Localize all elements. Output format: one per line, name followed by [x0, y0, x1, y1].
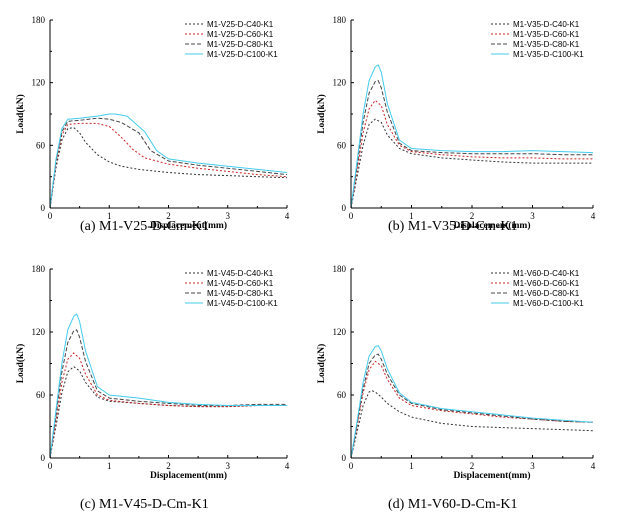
y-tick-label: 180: [333, 15, 347, 25]
x-tick-label: 1: [409, 461, 414, 471]
legend-label: M1-V45-D-C100-K1: [207, 299, 278, 308]
x-tick-label: 0: [48, 211, 53, 221]
series-line-2: [350, 360, 594, 459]
x-tick-label: 0: [349, 211, 354, 221]
y-tick-label: 120: [32, 78, 46, 88]
x-tick-label: 4: [285, 461, 290, 471]
legend-label: M1-V60-D-C100-K1: [513, 299, 584, 308]
y-tick-label: 0: [41, 453, 46, 463]
chart-panel-3: 0 1 2 3 4 0 60 120 180 Displacement(mm) Load(kN) M1…: [15, 264, 290, 512]
series-line-2: [49, 122, 288, 209]
series-line-1: [49, 127, 288, 209]
series-line-1: [49, 365, 287, 459]
y-tick-label: 60: [337, 390, 347, 400]
legend-label: M1-V35-D-C100-K1: [513, 50, 584, 59]
y-tick-label: 60: [36, 140, 46, 150]
x-axis-label: Displacement(mm): [453, 470, 530, 481]
series-line-4: [49, 113, 288, 209]
legend-label: M1-V25-D-C80-K1: [207, 40, 274, 49]
legend-label: M1-V45-D-C60-K1: [207, 279, 274, 288]
series-line-3: [49, 117, 288, 209]
x-tick-label: 4: [591, 461, 596, 471]
legend-label: M1-V35-D-C60-K1: [513, 30, 580, 39]
series-line-3: [49, 329, 287, 459]
x-tick-label: 2: [166, 211, 171, 221]
legend-label: M1-V25-D-C60-K1: [207, 30, 274, 39]
y-tick-label: 0: [41, 203, 46, 213]
legend-label: M1-V60-D-C40-K1: [513, 269, 580, 278]
x-tick-label: 0: [48, 461, 53, 471]
x-tick-label: 2: [166, 461, 171, 471]
series-line-1: [350, 390, 594, 459]
x-tick-label: 2: [470, 461, 475, 471]
x-axis-label: Displacement(mm): [150, 220, 227, 231]
series-line-3: [350, 353, 594, 459]
legend-label: M1-V35-D-C40-K1: [513, 20, 580, 29]
x-tick-label: 1: [107, 211, 112, 221]
y-tick-label: 180: [32, 15, 46, 25]
y-axis-label: Load(kN): [15, 344, 26, 384]
legend-label: M1-V60-D-C60-K1: [513, 279, 580, 288]
series-line-4: [350, 64, 594, 209]
x-tick-label: 3: [530, 211, 535, 221]
y-tick-label: 120: [32, 327, 46, 337]
legend-label: M1-V60-D-C80-K1: [513, 289, 580, 298]
y-tick-label: 60: [36, 390, 46, 400]
series-line-1: [350, 118, 593, 209]
x-tick-label: 3: [530, 461, 535, 471]
panel-caption: (c) M1-V45-D-Cm-K1: [80, 497, 209, 512]
x-axis-label: Displacement(mm): [150, 470, 227, 481]
x-tick-label: 4: [285, 211, 290, 221]
x-tick-label: 3: [226, 461, 231, 471]
panel-caption: (b) M1-V35-D-Cm-K1: [388, 219, 517, 234]
legend-label: M1-V35-D-C80-K1: [513, 40, 580, 49]
x-tick-label: 3: [226, 211, 231, 221]
y-tick-label: 180: [32, 264, 46, 274]
y-tick-label: 120: [333, 327, 347, 337]
chart-panel-4: 0 1 2 3 4 0 60 120 180 Displacement(mm) Load(kN) M1…: [316, 264, 596, 512]
legend-label: M1-V25-D-C100-K1: [207, 50, 278, 59]
chart-panel-2: 0 1 2 3 4 0 60 120 180 Displacement(mm) Load(kN) M1…: [316, 15, 596, 234]
y-tick-label: 0: [342, 203, 347, 213]
y-axis-label: Load(kN): [15, 94, 26, 134]
y-axis-label: Load(kN): [316, 94, 327, 134]
legend-label: M1-V45-D-C40-K1: [207, 269, 274, 278]
y-tick-label: 60: [337, 140, 347, 150]
x-tick-label: 2: [470, 211, 475, 221]
series-line-3: [350, 79, 593, 209]
x-tick-label: 1: [409, 211, 414, 221]
series-line-4: [350, 344, 594, 459]
panel-caption: (a) M1-V25-D-Cm-K1: [80, 219, 209, 234]
series-line-2: [350, 99, 593, 209]
x-tick-label: 4: [591, 211, 596, 221]
y-tick-label: 0: [342, 453, 347, 463]
x-axis-label: Displacement(mm): [453, 220, 530, 231]
chart-panel-1: 0 1 2 3 4 0 60 120 180 Displacement(mm) Load(kN) M1…: [15, 15, 290, 234]
legend-label: M1-V25-D-C40-K1: [207, 20, 274, 29]
series-line-4: [49, 313, 287, 459]
y-axis-label: Load(kN): [316, 344, 327, 384]
x-tick-label: 1: [107, 461, 112, 471]
legend-label: M1-V45-D-C80-K1: [207, 289, 274, 298]
x-tick-label: 0: [349, 461, 354, 471]
y-tick-label: 120: [333, 78, 347, 88]
y-tick-label: 180: [333, 264, 347, 274]
panel-caption: (d) M1-V60-D-Cm-K1: [388, 497, 517, 512]
series-line-2: [49, 352, 287, 459]
